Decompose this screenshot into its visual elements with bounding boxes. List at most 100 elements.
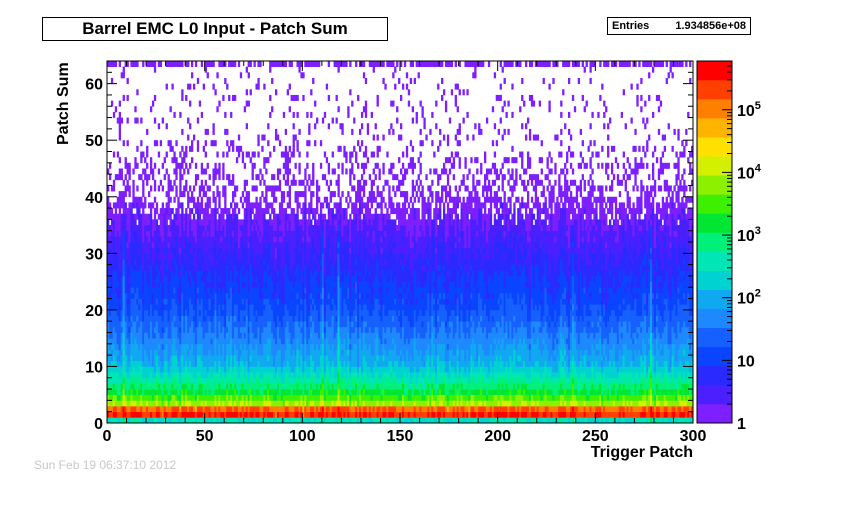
heatmap-cell	[108, 326, 112, 333]
heatmap-cell	[298, 366, 301, 373]
heatmap-cell	[263, 343, 266, 350]
heatmap-cell	[208, 372, 211, 379]
heatmap-cell	[317, 406, 321, 413]
heatmap-cell	[189, 275, 192, 282]
heatmap-cell	[300, 287, 303, 294]
heatmap-cell	[157, 349, 161, 356]
heatmap-cell	[149, 360, 153, 367]
heatmap-cell	[124, 360, 127, 367]
heatmap-cell	[220, 281, 223, 288]
heatmap-cell	[310, 394, 313, 401]
heatmap-cell	[142, 366, 145, 373]
heatmap-cell	[216, 247, 219, 254]
heatmap-cell	[144, 157, 147, 164]
heatmap-cell	[132, 326, 135, 333]
heatmap-cell	[185, 145, 188, 152]
heatmap-cell	[175, 230, 178, 237]
heatmap-cell	[329, 264, 332, 271]
heatmap-cell	[306, 179, 309, 186]
heatmap-cell	[146, 332, 149, 339]
heatmap-cell	[138, 174, 141, 181]
heatmap-cell	[159, 213, 163, 220]
heatmap-cell	[157, 321, 161, 328]
heatmap-cell	[173, 372, 176, 379]
heatmap-cell	[151, 61, 155, 68]
heatmap-cell	[265, 366, 268, 373]
heatmap-cell	[232, 400, 235, 407]
heatmap-cell	[230, 242, 233, 249]
heatmap-cell	[249, 281, 252, 288]
heatmap-cell	[179, 377, 182, 384]
heatmap-cell	[140, 174, 143, 181]
heatmap-cell	[226, 275, 229, 282]
heatmap-cell	[196, 270, 200, 277]
heatmap-cell	[232, 360, 235, 367]
heatmap-cell	[323, 355, 327, 362]
heatmap-cell	[247, 270, 250, 277]
heatmap-cell	[269, 202, 272, 209]
heatmap-cell	[276, 315, 280, 322]
heatmap-cell	[153, 94, 157, 101]
heatmap-cell	[192, 400, 196, 407]
heatmap-cell	[144, 383, 147, 390]
heatmap-cell	[140, 230, 143, 237]
heatmap-cell	[228, 61, 231, 68]
heatmap-cell	[151, 292, 155, 299]
heatmap-cell	[206, 208, 209, 215]
heatmap-cell	[273, 270, 276, 277]
heatmap-cell	[327, 168, 331, 175]
heatmap-cell	[134, 287, 137, 294]
heatmap-cell	[329, 349, 332, 356]
heatmap-cell	[249, 411, 252, 418]
heatmap-cell	[173, 360, 176, 367]
heatmap-cell	[267, 400, 270, 407]
heatmap-cell	[265, 394, 268, 401]
heatmap-cell	[296, 343, 299, 350]
heatmap-cell	[134, 309, 137, 316]
heatmap-cell	[107, 247, 110, 254]
heatmap-cell	[112, 377, 116, 384]
heatmap-cell	[282, 298, 286, 305]
heatmap-cell	[319, 394, 323, 401]
heatmap-cell	[298, 400, 301, 407]
heatmap-cell	[138, 213, 141, 220]
heatmap-cell	[202, 309, 206, 316]
heatmap-cell	[214, 326, 217, 333]
heatmap-cell	[118, 304, 122, 311]
heatmap-cell	[241, 247, 245, 254]
heatmap-cell	[204, 128, 207, 135]
heatmap-cell	[165, 315, 168, 322]
heatmap-cell	[161, 355, 164, 362]
heatmap-cell	[317, 355, 321, 362]
heatmap-cell	[144, 219, 147, 226]
heatmap-cell	[222, 383, 225, 390]
heatmap-cell	[222, 411, 225, 418]
heatmap-cell	[151, 321, 155, 328]
heatmap-cell	[247, 309, 250, 316]
heatmap-cell	[280, 400, 284, 407]
heatmap-cell	[212, 411, 215, 418]
heatmap-cell	[267, 304, 270, 311]
heatmap-cell	[153, 275, 157, 282]
heatmap-cell	[114, 411, 118, 418]
heatmap-cell	[171, 377, 174, 384]
heatmap-cell	[321, 377, 325, 384]
heatmap-cell	[120, 360, 123, 367]
heatmap-cell	[108, 213, 112, 220]
heatmap-cell	[192, 298, 196, 305]
heatmap-cell	[314, 349, 317, 356]
heatmap-cell	[214, 355, 217, 362]
heatmap-cell	[114, 394, 118, 401]
heatmap-cell	[296, 253, 299, 260]
heatmap-cell	[245, 389, 248, 396]
heatmap-cell	[288, 253, 291, 260]
heatmap-cell	[239, 372, 243, 379]
heatmap-cell	[290, 321, 293, 328]
heatmap-cell	[237, 326, 241, 333]
heatmap-cell	[263, 157, 266, 164]
heatmap-cell	[210, 292, 213, 299]
heatmap-cell	[220, 377, 223, 384]
heatmap-cell	[276, 270, 280, 277]
heatmap-cell	[108, 343, 112, 350]
heatmap-cell	[216, 411, 219, 418]
